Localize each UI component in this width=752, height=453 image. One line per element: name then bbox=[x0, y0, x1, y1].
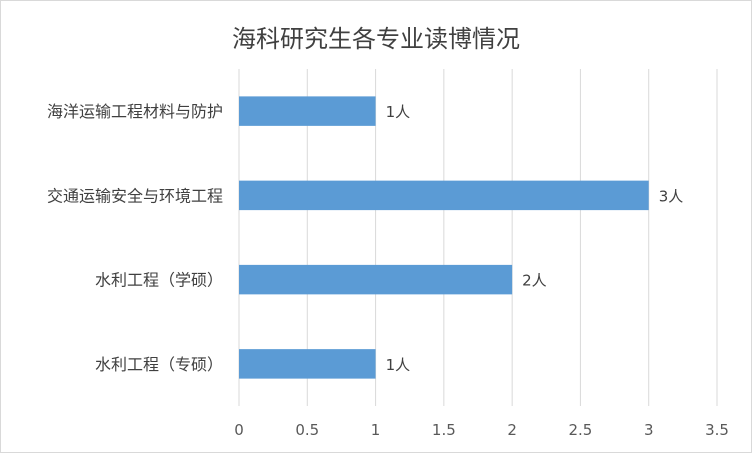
x-tick-label: 2 bbox=[507, 421, 517, 439]
x-tick-label: 1.5 bbox=[432, 421, 456, 439]
x-tick-label: 1 bbox=[371, 421, 381, 439]
x-tick-label: 2.5 bbox=[568, 421, 592, 439]
data-label: 3人 bbox=[659, 187, 684, 205]
data-label: 1人 bbox=[386, 103, 411, 121]
bar bbox=[239, 96, 376, 126]
chart-title: 海科研究生各专业读博情况 bbox=[232, 25, 520, 53]
data-label: 1人 bbox=[386, 356, 411, 374]
category-label: 交通运输安全与环境工程 bbox=[47, 186, 223, 205]
x-tick-label: 3 bbox=[644, 421, 654, 439]
x-tick-label: 0.5 bbox=[295, 421, 319, 439]
bar bbox=[239, 264, 513, 295]
category-label: 水利工程（学硕） bbox=[95, 271, 223, 290]
category-label: 海洋运输工程材料与防护 bbox=[47, 102, 223, 121]
bar bbox=[239, 349, 376, 379]
x-tick-label: 0 bbox=[234, 421, 244, 439]
bar bbox=[239, 180, 649, 211]
data-label: 2人 bbox=[522, 272, 547, 290]
x-tick-label: 3.5 bbox=[705, 421, 729, 439]
category-label: 水利工程（专硕） bbox=[95, 355, 223, 374]
